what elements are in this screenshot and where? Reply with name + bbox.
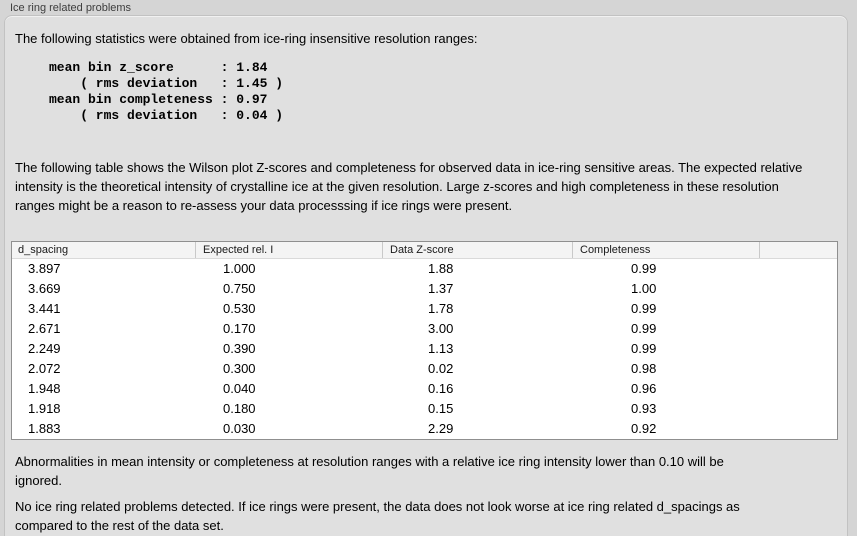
cell: 0.92 bbox=[631, 421, 657, 436]
conclusion-text: No ice ring related problems detected. I… bbox=[15, 499, 740, 533]
table-row[interactable]: 3.897 1.000 1.88 0.99 bbox=[12, 259, 837, 279]
cell: 3.897 bbox=[28, 261, 61, 276]
cell: 0.99 bbox=[631, 301, 657, 316]
column-header-completeness[interactable]: Completeness bbox=[572, 242, 759, 258]
cell: 0.99 bbox=[631, 321, 657, 336]
cell: 2.072 bbox=[28, 361, 61, 376]
cell-filler bbox=[759, 419, 837, 439]
table-row[interactable]: 2.072 0.300 0.02 0.98 bbox=[12, 359, 837, 379]
panel-title: Ice ring related problems bbox=[10, 2, 132, 14]
cell: 0.180 bbox=[223, 401, 256, 416]
table-row[interactable]: 1.883 0.030 2.29 0.92 bbox=[12, 419, 837, 439]
ice-ring-table[interactable]: d_spacing Expected rel. I Data Z-score Comp… bbox=[11, 241, 838, 440]
table-row[interactable]: 3.669 0.750 1.37 1.00 bbox=[12, 279, 837, 299]
cell: 3.441 bbox=[28, 301, 61, 316]
column-header-data-z-score[interactable]: Data Z-score bbox=[382, 242, 572, 258]
table-row[interactable]: 3.441 0.530 1.78 0.99 bbox=[12, 299, 837, 319]
table-row[interactable]: 1.918 0.180 0.15 0.93 bbox=[12, 399, 837, 419]
cell: 1.000 bbox=[223, 261, 256, 276]
cell-filler bbox=[759, 299, 837, 319]
cell: 0.93 bbox=[631, 401, 657, 416]
cell: 0.390 bbox=[223, 341, 256, 356]
cell: 0.040 bbox=[223, 381, 256, 396]
cell: 3.669 bbox=[28, 281, 61, 296]
table-header-row: d_spacing Expected rel. I Data Z-score Comp… bbox=[12, 242, 837, 259]
cell: 1.88 bbox=[428, 261, 454, 276]
cell: 0.98 bbox=[631, 361, 657, 376]
cell: 0.750 bbox=[223, 281, 256, 296]
ignore-note: Abnormalities in mean intensity or compl… bbox=[15, 454, 724, 488]
cell: 0.15 bbox=[428, 401, 454, 416]
cell: 2.671 bbox=[28, 321, 61, 336]
cell: 2.29 bbox=[428, 421, 454, 436]
table-row[interactable]: 2.249 0.390 1.13 0.99 bbox=[12, 339, 837, 359]
cell: 1.883 bbox=[28, 421, 61, 436]
cell: 3.00 bbox=[428, 321, 454, 336]
cell-filler bbox=[759, 319, 837, 339]
intro-text: The following statistics were obtained f… bbox=[15, 31, 478, 46]
cell-filler bbox=[759, 379, 837, 399]
column-header-blank[interactable] bbox=[759, 242, 837, 258]
cell-filler bbox=[759, 259, 837, 279]
table-row[interactable]: 1.948 0.040 0.16 0.96 bbox=[12, 379, 837, 399]
cell-filler bbox=[759, 339, 837, 359]
table-row[interactable]: 2.671 0.170 3.00 0.99 bbox=[12, 319, 837, 339]
stats-block: mean bin z_score : 1.84 ( rms deviation … bbox=[49, 60, 284, 123]
cell: 0.030 bbox=[223, 421, 256, 436]
cell: 2.249 bbox=[28, 341, 61, 356]
cell: 1.00 bbox=[631, 281, 657, 296]
cell: 1.37 bbox=[428, 281, 454, 296]
cell-filler bbox=[759, 399, 837, 419]
cell: 0.02 bbox=[428, 361, 454, 376]
column-header-expected-rel-i[interactable]: Expected rel. I bbox=[195, 242, 382, 258]
cell: 0.99 bbox=[631, 261, 657, 276]
cell: 1.13 bbox=[428, 341, 454, 356]
cell-filler bbox=[759, 359, 837, 379]
cell: 1.948 bbox=[28, 381, 61, 396]
cell: 0.530 bbox=[223, 301, 256, 316]
ice-ring-group-box: The following statistics were obtained f… bbox=[4, 15, 848, 536]
cell: 1.78 bbox=[428, 301, 454, 316]
cell: 0.16 bbox=[428, 381, 454, 396]
cell: 0.300 bbox=[223, 361, 256, 376]
table-description: The following table shows the Wilson plo… bbox=[15, 160, 803, 213]
cell: 0.99 bbox=[631, 341, 657, 356]
cell-filler bbox=[759, 279, 837, 299]
cell: 0.170 bbox=[223, 321, 256, 336]
column-header-d-spacing[interactable]: d_spacing bbox=[18, 244, 69, 256]
cell: 0.96 bbox=[631, 381, 657, 396]
table-body: 3.897 1.000 1.88 0.99 3.669 0.750 1.37 1.00 3.44… bbox=[12, 259, 837, 439]
cell: 1.918 bbox=[28, 401, 61, 416]
